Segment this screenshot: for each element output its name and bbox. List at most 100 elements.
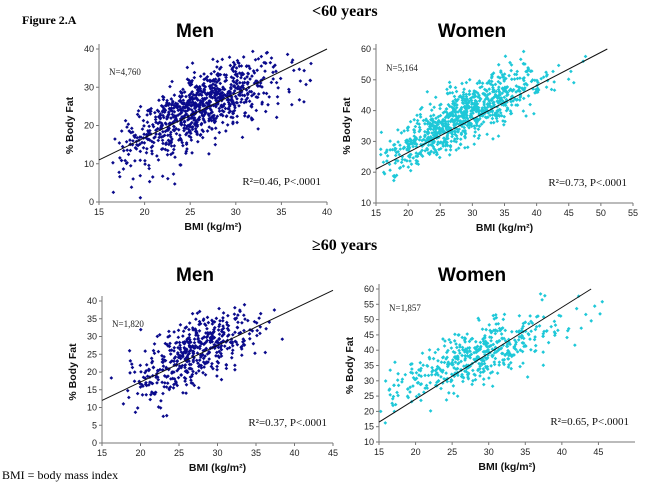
data-point (160, 174, 165, 179)
data-point (147, 138, 152, 142)
data-point (202, 322, 207, 326)
y-tick-label: 20 (84, 121, 94, 131)
data-point (184, 368, 189, 373)
data-point (151, 348, 156, 353)
data-point (428, 123, 433, 128)
data-point (400, 380, 404, 384)
data-point (179, 138, 184, 143)
data-point (197, 115, 202, 120)
data-point (600, 299, 605, 304)
data-point (220, 318, 225, 323)
data-point (213, 88, 218, 92)
y-tick-label: 30 (87, 332, 97, 342)
data-point (432, 105, 436, 110)
data-point (178, 343, 182, 348)
data-point (472, 142, 477, 146)
data-point (414, 154, 418, 159)
data-point (500, 351, 504, 356)
data-point (398, 147, 403, 151)
data-point (411, 375, 416, 380)
data-point (446, 122, 451, 127)
data-point (181, 329, 186, 334)
data-point (419, 382, 424, 386)
data-point (272, 308, 277, 312)
y-tick-label: 5 (92, 420, 97, 430)
data-point (482, 361, 487, 366)
data-point (216, 328, 221, 332)
data-point (119, 129, 124, 133)
data-point (178, 322, 183, 327)
data-point (452, 109, 457, 114)
data-point (255, 333, 259, 338)
data-point (452, 366, 456, 370)
data-point (512, 345, 517, 349)
data-point (167, 101, 172, 106)
data-point (217, 322, 222, 327)
data-point (420, 351, 425, 356)
data-point (411, 144, 415, 149)
data-point (187, 327, 191, 332)
x-axis-label: BMI (kg/m²) (184, 221, 241, 233)
data-point (187, 340, 192, 345)
data-point (177, 99, 182, 103)
data-point (552, 333, 557, 338)
data-point (213, 142, 218, 147)
data-point (504, 76, 508, 81)
data-point (472, 134, 477, 138)
data-point (428, 409, 433, 413)
data-point (167, 334, 172, 338)
data-point (477, 133, 482, 138)
data-point (393, 402, 398, 407)
group-heading-under-60: <60 years (312, 3, 378, 20)
data-point (487, 344, 492, 349)
data-point (170, 359, 174, 363)
data-point (417, 373, 421, 377)
data-point (514, 340, 519, 345)
data-point (161, 141, 165, 146)
data-point (188, 337, 192, 342)
data-point (598, 312, 602, 316)
x-tick-label: 25 (174, 448, 184, 458)
data-point (392, 178, 396, 183)
data-point (502, 336, 506, 341)
data-point (476, 127, 481, 132)
data-point (219, 329, 224, 334)
data-point (183, 379, 187, 383)
data-point (443, 119, 448, 124)
data-point (435, 371, 439, 375)
data-point (485, 95, 489, 100)
data-point (200, 336, 205, 341)
data-point (153, 115, 158, 119)
regression-line (98, 48, 328, 161)
data-point (169, 152, 173, 157)
data-point (465, 332, 470, 336)
data-point (259, 64, 264, 68)
data-point (199, 363, 204, 368)
data-point (533, 348, 538, 353)
data-point (423, 129, 427, 134)
data-point (481, 377, 486, 381)
data-point (478, 364, 483, 369)
data-point (194, 333, 198, 338)
data-point (465, 145, 470, 150)
data-point (198, 132, 203, 137)
data-point (241, 342, 246, 347)
data-point (441, 355, 446, 359)
data-point (396, 393, 400, 398)
data-point (191, 369, 195, 374)
data-point (237, 71, 242, 75)
x-tick-label: 30 (467, 208, 477, 218)
data-point (172, 93, 177, 97)
data-point (181, 143, 185, 148)
data-point (485, 364, 490, 369)
data-point (487, 103, 492, 107)
data-point (117, 170, 121, 175)
data-point (423, 373, 427, 378)
data-point (408, 168, 413, 173)
data-point (429, 108, 434, 113)
data-point (133, 146, 138, 150)
data-point (501, 317, 506, 322)
data-point (241, 313, 246, 318)
data-point (433, 95, 438, 100)
data-point (169, 348, 174, 352)
